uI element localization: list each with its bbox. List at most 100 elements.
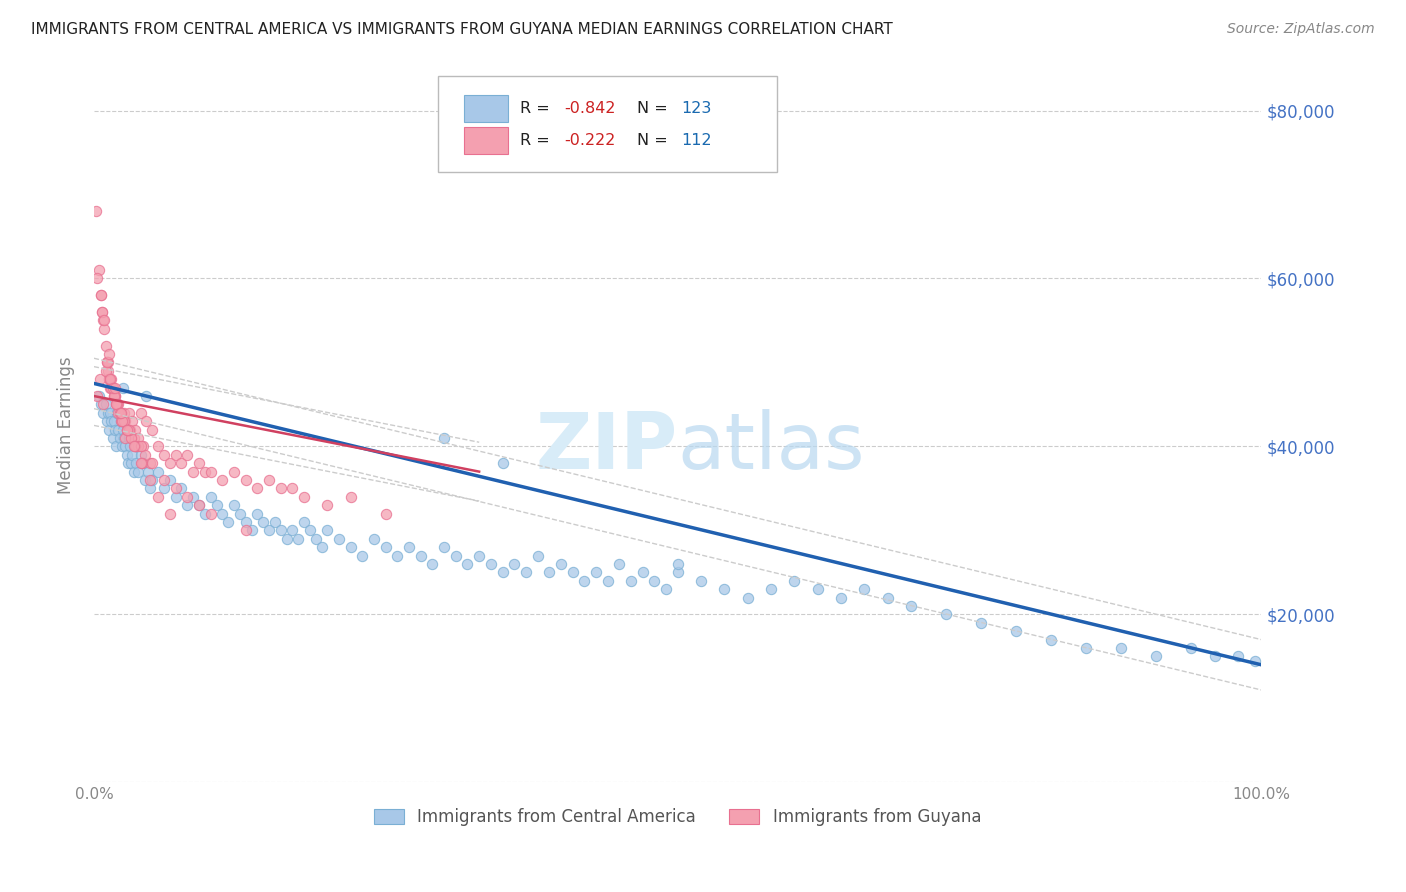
Point (118, 423, 141, 437)
Text: ZIP: ZIP (536, 409, 678, 485)
Point (1109, 640, 1132, 655)
Point (444, 549, 467, 563)
Point (181, 465, 204, 479)
Point (103, 389, 125, 403)
Point (107, 423, 129, 437)
Point (550, 557, 572, 571)
Point (87, 263, 110, 277)
Point (235, 515, 257, 529)
Point (339, 490, 361, 504)
Point (115, 448, 138, 462)
Point (631, 566, 654, 580)
Point (98, 372, 121, 386)
Point (110, 406, 132, 420)
Point (387, 549, 409, 563)
Point (666, 557, 689, 571)
FancyBboxPatch shape (439, 76, 778, 172)
Point (103, 389, 125, 403)
Point (122, 439, 145, 453)
Point (263, 515, 285, 529)
Point (91, 305, 114, 319)
Point (107, 397, 129, 411)
Text: R =: R = (520, 133, 555, 148)
Point (409, 549, 432, 563)
Point (240, 524, 263, 538)
Point (146, 439, 169, 453)
Point (134, 473, 156, 487)
Point (311, 540, 333, 554)
Point (90, 397, 112, 411)
Point (122, 465, 145, 479)
Point (713, 582, 735, 597)
Point (125, 439, 148, 453)
Point (101, 381, 124, 395)
Point (235, 473, 257, 487)
Point (422, 557, 444, 571)
Point (112, 431, 135, 445)
Point (276, 532, 298, 546)
Point (165, 490, 187, 504)
Point (222, 465, 245, 479)
Point (281, 524, 304, 538)
Point (246, 482, 269, 496)
Point (188, 498, 211, 512)
Point (139, 482, 162, 496)
Point (93, 313, 115, 327)
Point (217, 515, 239, 529)
Point (257, 524, 280, 538)
Point (104, 389, 127, 403)
Point (246, 507, 269, 521)
Point (98, 423, 121, 437)
Point (105, 439, 128, 453)
Point (159, 507, 181, 521)
Point (108, 431, 131, 445)
Point (112, 381, 135, 395)
Point (515, 566, 537, 580)
Point (115, 423, 138, 437)
Point (111, 414, 134, 428)
Point (298, 524, 321, 538)
Point (104, 423, 127, 437)
Point (129, 439, 152, 453)
Point (211, 473, 233, 487)
Point (111, 439, 134, 453)
Point (1226, 649, 1249, 664)
Point (112, 423, 135, 437)
Point (108, 406, 131, 420)
Point (620, 574, 643, 588)
Point (211, 507, 233, 521)
Point (188, 498, 211, 512)
Point (135, 389, 157, 403)
Point (117, 423, 139, 437)
Point (292, 490, 315, 504)
Point (339, 540, 361, 554)
Point (86, 389, 108, 403)
Point (101, 381, 124, 395)
Point (105, 397, 128, 411)
Point (596, 574, 619, 588)
Point (468, 549, 491, 563)
Point (655, 582, 678, 597)
Point (479, 557, 502, 571)
Point (132, 439, 155, 453)
Point (108, 406, 131, 420)
Point (124, 423, 146, 437)
Point (104, 381, 127, 395)
Point (103, 414, 125, 428)
Point (96, 414, 118, 428)
Point (120, 431, 142, 445)
Point (1180, 640, 1202, 655)
Point (252, 515, 274, 529)
Point (135, 414, 157, 428)
Point (117, 456, 139, 470)
Point (100, 381, 122, 395)
Text: N =: N = (637, 101, 672, 116)
Point (1005, 624, 1028, 639)
Point (159, 473, 181, 487)
Point (118, 431, 141, 445)
Text: 112: 112 (681, 133, 711, 148)
Point (97, 364, 120, 378)
Point (141, 456, 163, 470)
Point (328, 532, 350, 546)
Point (105, 406, 128, 420)
